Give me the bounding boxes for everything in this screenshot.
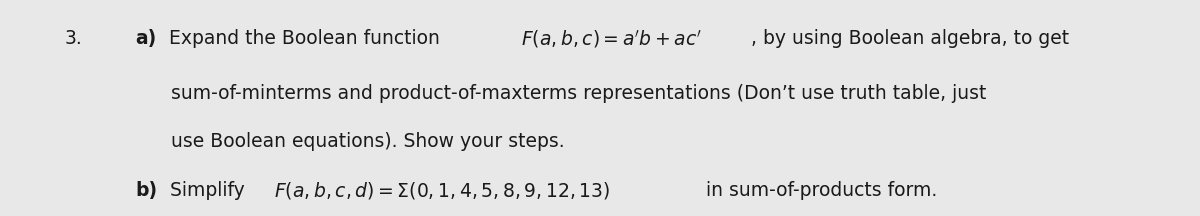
Text: , by using Boolean algebra, to get: , by using Boolean algebra, to get [751, 29, 1069, 48]
Text: sum-of-minterms and product-of-maxterms representations (Don’t use truth table, : sum-of-minterms and product-of-maxterms … [172, 84, 986, 103]
Text: use Boolean equations). Show your steps.: use Boolean equations). Show your steps. [172, 132, 565, 151]
Text: a): a) [136, 29, 157, 48]
Text: $F(a,b,c,d) = \Sigma(0,1,4,5,8,9,12,13)$: $F(a,b,c,d) = \Sigma(0,1,4,5,8,9,12,13)$ [274, 179, 610, 201]
Text: Expand the Boolean function: Expand the Boolean function [163, 29, 445, 48]
Text: 3.: 3. [65, 29, 83, 48]
Text: $F(a,b,c) = a'b + ac'$: $F(a,b,c) = a'b + ac'$ [522, 28, 702, 50]
Text: Simplify: Simplify [163, 181, 251, 200]
Text: b): b) [136, 181, 157, 200]
Text: in sum-of-products form.: in sum-of-products form. [701, 181, 937, 200]
